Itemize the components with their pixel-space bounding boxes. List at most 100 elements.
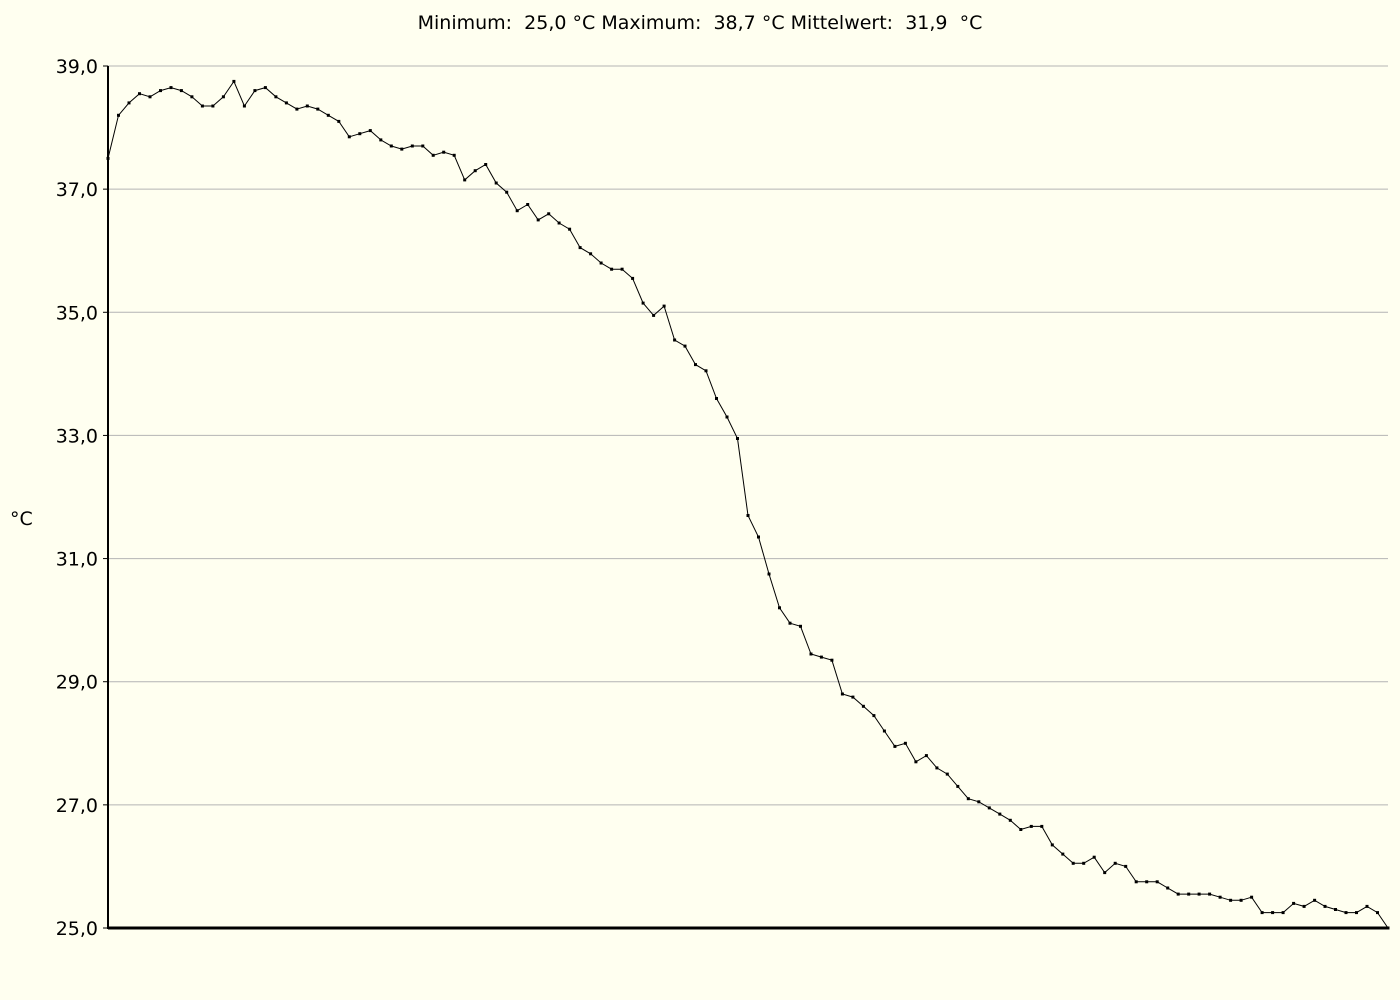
data-point (442, 150, 446, 154)
data-point (337, 119, 341, 123)
data-point (914, 760, 918, 764)
data-point (379, 138, 383, 142)
data-point (221, 95, 225, 99)
data-point (1050, 843, 1054, 847)
data-point (861, 704, 865, 708)
data-point (305, 104, 309, 108)
data-point (400, 147, 404, 151)
data-point (1239, 898, 1243, 902)
axes (107, 66, 1388, 930)
data-point (1071, 861, 1075, 865)
data-point (589, 252, 593, 256)
data-point (652, 313, 656, 317)
data-point (274, 95, 278, 99)
data-point (1260, 911, 1264, 915)
data-point (704, 369, 708, 373)
data-point (799, 624, 802, 628)
data-point (1271, 911, 1275, 915)
data-point (242, 104, 246, 108)
data-point (987, 806, 991, 810)
data-point (872, 714, 876, 718)
data-point (316, 107, 320, 111)
data-point (557, 221, 561, 225)
data-point (1040, 824, 1044, 828)
series (106, 79, 1390, 930)
data-point (1313, 898, 1317, 902)
data-point (232, 79, 236, 83)
mean-unit: °C (959, 12, 983, 34)
data-point (1229, 898, 1233, 902)
statistics-summary: Minimum: 25,0 °C Maximum: 38,7 °C Mittel… (0, 12, 1400, 34)
data-point (788, 621, 792, 625)
data-point (159, 89, 162, 93)
data-point (263, 86, 267, 90)
data-point (410, 144, 414, 148)
data-point (526, 203, 530, 206)
y-axis-label: °C (10, 508, 33, 530)
data-point (998, 812, 1002, 816)
data-point (1376, 911, 1379, 915)
data-point (694, 363, 697, 367)
data-point (1176, 892, 1180, 896)
y-tick-labels: 25,0 27,0 29,0 31,0 33,0 35,0 37,0 39,0 (56, 56, 98, 940)
data-point (1344, 911, 1348, 915)
data-point (1365, 904, 1369, 908)
data-point (778, 606, 781, 610)
data-point (893, 744, 897, 748)
data-point (1124, 864, 1128, 868)
data-point (882, 729, 886, 733)
data-point (840, 692, 844, 696)
data-point (452, 153, 456, 157)
data-point (1323, 904, 1327, 908)
series-line (107, 80, 1389, 929)
minimum-unit: °C (572, 12, 596, 34)
data-point (1155, 880, 1159, 884)
data-point (725, 415, 729, 419)
data-point (746, 514, 750, 517)
data-point (515, 209, 519, 213)
data-point (673, 338, 677, 342)
data-point (421, 144, 425, 148)
data-point (1187, 892, 1191, 896)
data-point (683, 344, 687, 348)
data-point (956, 784, 960, 788)
data-point (1113, 861, 1117, 865)
data-point (1145, 880, 1149, 884)
gridlines (103, 65, 1388, 929)
data-point (631, 276, 635, 280)
data-point (1092, 855, 1096, 859)
data-point (1197, 892, 1201, 896)
maximum-label: Maximum: (601, 12, 702, 34)
data-point (358, 132, 362, 136)
y-tick-label: 29,0 (56, 672, 98, 694)
data-point (211, 104, 215, 108)
data-point (505, 190, 509, 194)
data-point (284, 101, 288, 105)
data-point (641, 301, 645, 305)
mean-label: Mittelwert: (790, 12, 894, 34)
data-point (1103, 871, 1107, 875)
data-point (473, 169, 477, 173)
data-point (1166, 886, 1170, 890)
data-point (117, 113, 120, 117)
data-point (1281, 911, 1285, 915)
data-point (819, 655, 823, 659)
data-point (578, 246, 582, 250)
data-point (977, 800, 981, 804)
data-point (830, 658, 834, 662)
minimum-value: 25,0 (524, 12, 567, 34)
data-point (599, 261, 603, 265)
data-point (1292, 901, 1296, 905)
data-point (484, 163, 488, 166)
y-tick-label: 37,0 (56, 179, 98, 201)
minimum-label: Minimum: (417, 12, 513, 34)
y-tick-label: 35,0 (56, 302, 98, 324)
data-point (200, 104, 204, 108)
data-point (179, 89, 183, 93)
data-point (1355, 911, 1358, 915)
data-point (966, 797, 970, 801)
data-point (295, 107, 299, 111)
data-point (1082, 861, 1086, 865)
data-point (138, 92, 141, 96)
